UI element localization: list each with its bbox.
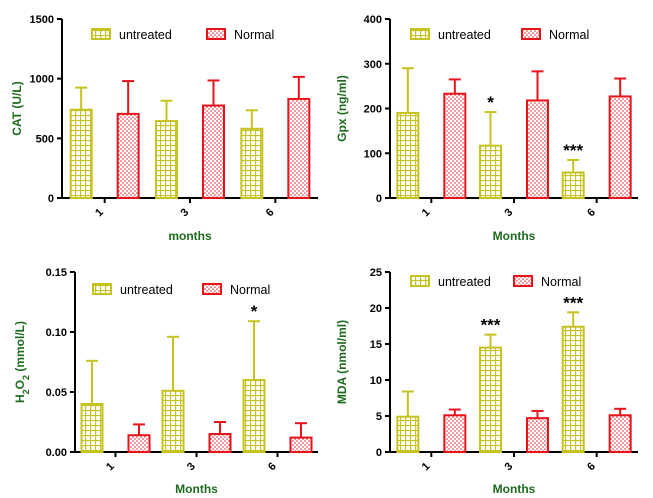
- bar-untreated-6: [561, 171, 585, 199]
- x-axis-title: Months: [493, 482, 536, 496]
- y-tick-label: 0.00: [46, 447, 67, 459]
- bar-untreated-1: [396, 111, 420, 199]
- y-tick-label: 10: [370, 375, 382, 387]
- legend-label-normal: Normal: [549, 28, 589, 42]
- chart-panel-1: 0 500 1000 1500 1 3 6 untreated Normal months CAT …: [10, 14, 318, 243]
- y-tick-label: 5: [376, 411, 382, 423]
- bar-normal-6: [608, 95, 632, 199]
- bar-normal-3: [202, 104, 225, 199]
- bar-untreated-3: [161, 389, 185, 453]
- y-tick-label: 500: [36, 133, 54, 145]
- bar-normal-6: [289, 436, 313, 454]
- legend-swatch-normal: [521, 28, 541, 40]
- bar-normal-6: [287, 97, 311, 199]
- y-tick-label: 25: [370, 267, 382, 279]
- x-tick-label: 6: [264, 206, 277, 219]
- legend-swatch-normal: [202, 283, 222, 295]
- x-tick-label: 1: [104, 460, 117, 473]
- y-tick-label: 1000: [30, 74, 54, 86]
- legend-label-untreated: untreated: [438, 275, 491, 289]
- bar-normal-1: [443, 92, 467, 199]
- y-tick-label: 300: [364, 59, 382, 71]
- x-tick-label: 1: [420, 460, 433, 473]
- x-tick-label: 6: [585, 460, 598, 473]
- x-tick-label: 1: [93, 206, 106, 219]
- y-tick-label: 20: [370, 303, 382, 315]
- legend-label-normal: Normal: [234, 28, 274, 42]
- bar-normal-3: [526, 99, 549, 199]
- x-tick-label: 3: [502, 460, 515, 473]
- y-axis-title: MDA (nmol/ml): [335, 320, 349, 404]
- bar-untreated-1: [69, 108, 93, 199]
- y-tick-label: 1500: [30, 14, 54, 26]
- y-axis-title: Gpx (ng/ml): [335, 75, 349, 142]
- y-tick-label: 0.10: [46, 327, 67, 339]
- chart-panel-2: 0 100 200 300 400 1 3 * 6 *** untreated Normal Month…: [335, 14, 638, 243]
- bar-normal-1: [116, 112, 140, 199]
- bar-untreated-1: [396, 415, 420, 453]
- bar-untreated-1: [80, 403, 104, 453]
- significance-marker: *: [251, 302, 258, 321]
- y-tick-label: 0: [376, 447, 382, 459]
- bar-normal-1: [443, 414, 467, 453]
- y-tick-label: 0.15: [46, 267, 67, 279]
- x-tick-label: 6: [585, 206, 598, 219]
- x-axis-title: Months: [175, 482, 218, 496]
- y-tick-label: 0.05: [46, 387, 67, 399]
- x-axis-title: months: [168, 229, 212, 243]
- y-tick-label: 100: [364, 148, 382, 160]
- y-axis-title: CAT (U/L): [10, 81, 24, 135]
- y-tick-label: 0: [376, 193, 382, 205]
- y-axis-title: H2O2 (mmol/L): [13, 321, 31, 403]
- x-axis-title: Months: [493, 229, 536, 243]
- legend-swatch-untreated: [91, 28, 111, 40]
- bar-untreated-6: [240, 127, 264, 199]
- bar-normal-3: [526, 417, 549, 454]
- legend-label-normal: Normal: [541, 275, 581, 289]
- legend-swatch-untreated: [92, 283, 112, 295]
- bar-untreated-3: [479, 144, 502, 199]
- y-tick-label: 400: [364, 14, 382, 26]
- bar-untreated-3: [479, 346, 502, 454]
- significance-marker: ***: [481, 316, 501, 335]
- y-tick-label: 0: [48, 193, 54, 205]
- legend-swatch-normal: [513, 275, 533, 287]
- bar-normal-1: [127, 434, 151, 454]
- legend-swatch-untreated: [410, 275, 430, 287]
- x-tick-label: 3: [185, 460, 198, 473]
- bar-untreated-6: [561, 325, 585, 453]
- y-tick-label: 200: [364, 104, 382, 116]
- chart-panel-3: 0.00 0.05 0.10 0.15 1 3 6 * untreated Normal Month…: [13, 267, 318, 496]
- significance-marker: ***: [563, 141, 583, 160]
- x-tick-label: 1: [420, 206, 433, 219]
- bar-untreated-6: [242, 379, 266, 453]
- significance-marker: ***: [563, 293, 583, 312]
- significance-marker: *: [487, 93, 494, 112]
- legend-label-untreated: untreated: [438, 28, 491, 42]
- x-tick-label: 6: [266, 460, 279, 473]
- legend-label-untreated: untreated: [119, 28, 172, 42]
- x-tick-label: 3: [178, 206, 191, 219]
- bar-untreated-3: [155, 120, 178, 199]
- x-tick-label: 3: [502, 206, 515, 219]
- legend-swatch-normal: [206, 28, 226, 40]
- y-tick-label: 15: [370, 339, 382, 351]
- legend-label-normal: Normal: [230, 283, 270, 297]
- bar-normal-6: [608, 414, 632, 453]
- chart-panel-4: 0 5 10 15 20 25 1 3 *** 6 *** untreated Normal Months…: [335, 267, 638, 496]
- legend-swatch-untreated: [410, 28, 430, 40]
- bar-normal-3: [208, 433, 232, 453]
- legend-label-untreated: untreated: [120, 283, 173, 297]
